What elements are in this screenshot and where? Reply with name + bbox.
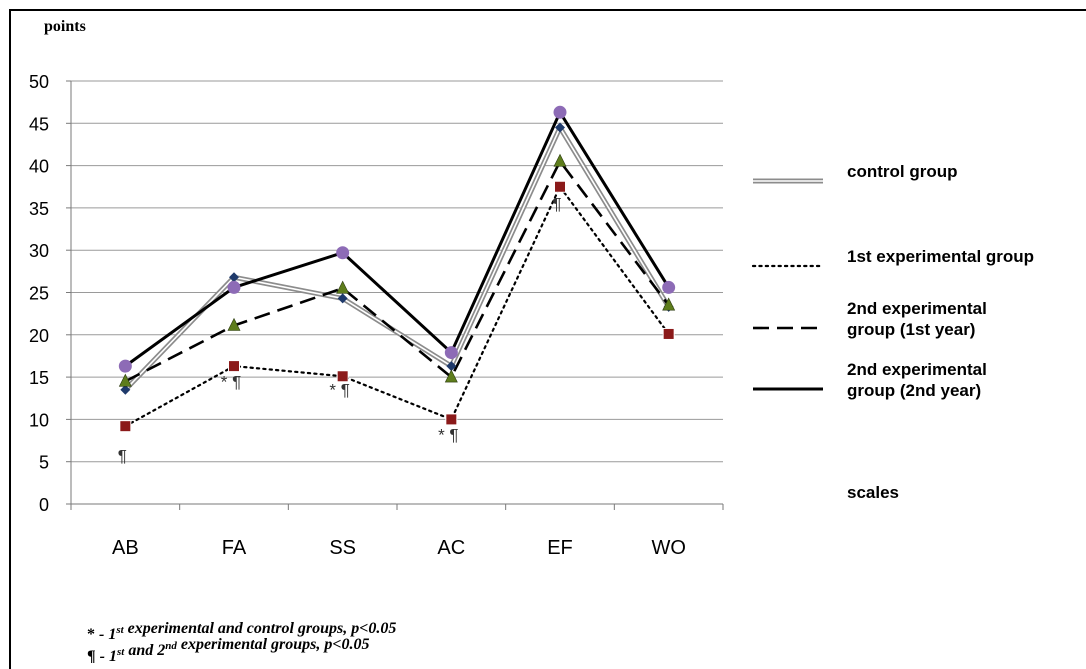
data-point-series-3 [227, 317, 241, 331]
y-tick-label: 5 [39, 453, 49, 473]
legend-label-line: 2nd experimental [847, 299, 987, 318]
series-line-4 [124, 110, 670, 368]
legend-label-2: 1st experimental group [847, 247, 1034, 266]
footnote-text: experimental and control groups, p<0.05 [124, 620, 397, 637]
footnote: * - 1st experimental and control groups,… [87, 620, 396, 643]
legend-label-line: 2nd experimental [847, 360, 987, 379]
legend-label-3: 2nd experimental group (1st year) [847, 299, 987, 339]
footnote-symbol: * [87, 626, 99, 643]
y-tick-label: 35 [29, 199, 49, 219]
series-line-1 [123, 125, 671, 392]
footnote-text: st [116, 646, 125, 658]
data-point-series-4 [662, 280, 676, 294]
x-tick-label: WO [651, 537, 685, 559]
data-point-series-4 [227, 280, 241, 294]
x-tick-label: SS [329, 537, 356, 559]
footnote-text: experimental groups, p<0.05 [177, 636, 370, 653]
series-line-2 [124, 185, 670, 428]
line-chart: 0 5 10 15 20 25 30 35 40 45 50 AB FA SS AC EF WO points ¶ *… [29, 18, 1034, 665]
legend-label-line: group (1st year) [847, 320, 975, 339]
footnote-symbol: ¶ [87, 648, 100, 665]
data-point-series-3 [118, 373, 132, 387]
data-point-series-2 [445, 413, 458, 426]
y-tick-label: 50 [29, 72, 49, 92]
data-point-series-4 [553, 105, 567, 119]
series-line-3 [124, 160, 670, 383]
data-point-series-2 [228, 360, 240, 373]
data-point-series-3 [444, 369, 458, 383]
y-tick-label: 30 [29, 241, 49, 261]
data-point-series-2 [554, 180, 566, 193]
significance-annotation: * ¶ [329, 381, 349, 400]
data-point-series-4 [336, 246, 350, 260]
data-point-series-1 [229, 272, 239, 283]
data-point-series-3 [336, 280, 350, 294]
y-tick-label: 10 [29, 410, 49, 430]
series-line-1 [124, 126, 670, 391]
data-point-series-1 [120, 384, 131, 395]
legend-label-4: 2nd experimental group (2nd year) [847, 360, 987, 400]
x-tick-label: AC [437, 537, 465, 559]
legend-label-line: 1st experimental group [847, 247, 1034, 266]
footnote: ¶ - 1st and 2nd experimental groups, p<0… [87, 636, 370, 665]
footnote-text: and 2 [124, 642, 165, 659]
significance-annotation: * ¶ [221, 372, 241, 391]
x-tick-label: AB [112, 537, 139, 559]
y-tick-label: 45 [29, 114, 49, 134]
x-tick-label: FA [222, 537, 247, 559]
legend-label-line: group (2nd year) [847, 381, 981, 400]
data-point-series-4 [444, 346, 458, 360]
footnote-text: - 1 [99, 626, 116, 643]
chart-frame: 0 5 10 15 20 25 30 35 40 45 50 AB FA SS AC EF WO points ¶ *… [9, 9, 1086, 669]
legend-label-line: control group [847, 162, 957, 181]
y-tick-label: 15 [29, 368, 49, 388]
data-point-series-2 [119, 420, 132, 433]
x-axis-label: scales [847, 483, 899, 502]
significance-annotation: ¶ [552, 195, 561, 214]
footnote-text: st [115, 624, 124, 636]
data-point-series-2 [662, 327, 675, 340]
data-point-series-1 [337, 293, 348, 304]
data-point-series-1 [446, 361, 457, 372]
data-point-series-3 [553, 153, 567, 167]
data-point-series-2 [336, 370, 349, 383]
y-tick-label: 0 [39, 495, 49, 515]
y-tick-label: 40 [29, 157, 49, 177]
legend-label-1: control group [847, 162, 957, 181]
y-axis-label: points [44, 18, 86, 35]
significance-annotation: * ¶ [438, 426, 458, 445]
data-point-series-1 [555, 122, 565, 133]
y-tick-label: 20 [29, 326, 49, 346]
significance-annotation: ¶ [118, 447, 127, 466]
footnote-text: nd [165, 640, 177, 652]
x-tick-label: EF [547, 537, 573, 559]
y-tick-label: 25 [29, 284, 49, 304]
footnote-text: - 1 [100, 648, 117, 665]
data-point-series-3 [662, 297, 676, 311]
data-point-series-4 [118, 359, 132, 373]
